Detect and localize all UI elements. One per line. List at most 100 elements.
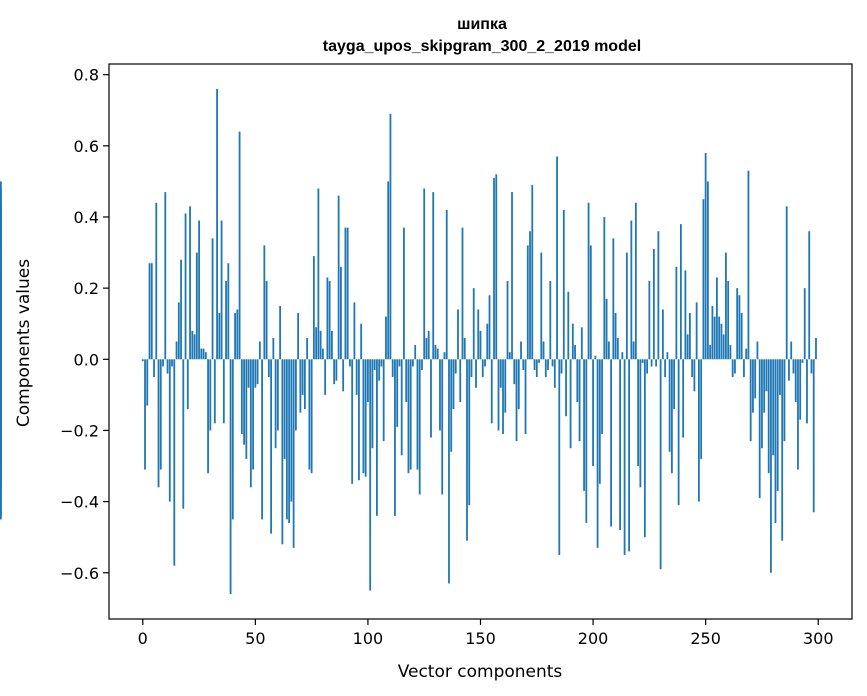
- bar: [513, 359, 516, 385]
- bar: [362, 359, 365, 474]
- bar: [763, 359, 766, 413]
- bar: [594, 355, 597, 360]
- bar: [229, 359, 232, 595]
- x-tick-label: 200: [578, 629, 609, 648]
- bar: [249, 359, 252, 488]
- y-tick-label: 0.6: [74, 137, 99, 156]
- bar: [470, 359, 473, 378]
- bar: [238, 131, 241, 360]
- bar: [342, 359, 345, 392]
- bar: [560, 359, 563, 374]
- bar: [387, 181, 390, 360]
- bar: [376, 359, 378, 516]
- bar: [175, 341, 178, 360]
- bar: [707, 181, 709, 360]
- bar: [623, 359, 626, 555]
- bar: [682, 359, 685, 438]
- bar: [567, 291, 570, 360]
- x-axis-label: Vector components: [398, 662, 563, 682]
- bar: [427, 330, 430, 360]
- bar: [632, 341, 635, 360]
- bar: [693, 359, 696, 392]
- y-axis-ticks: −0.6 −0.4 −0.2 0.0 0.2 0.4 0.6 0.8: [60, 66, 109, 583]
- bar: [436, 348, 439, 360]
- bar: [351, 359, 354, 484]
- bar: [234, 313, 236, 360]
- bar: [783, 359, 786, 442]
- bar: [416, 359, 419, 470]
- bar: [679, 224, 682, 360]
- bar: [218, 313, 221, 360]
- bar: [405, 359, 408, 402]
- bar: [616, 337, 619, 360]
- bar: [403, 227, 405, 360]
- bar: [400, 359, 403, 456]
- bar: [326, 277, 329, 360]
- bar: [734, 359, 736, 374]
- bar: [574, 345, 576, 360]
- bar: [578, 359, 581, 442]
- bar: [743, 359, 745, 378]
- bar: [373, 359, 376, 370]
- bar: [758, 359, 761, 499]
- y-tick-label: −0.2: [60, 421, 99, 440]
- bar: [274, 359, 277, 449]
- bar: [468, 359, 471, 506]
- bar: [747, 170, 750, 360]
- bar: [204, 352, 207, 360]
- bar: [542, 341, 545, 360]
- bar: [486, 323, 489, 360]
- bar: [0, 202, 2, 360]
- bar: [643, 359, 646, 538]
- bar: [790, 341, 793, 360]
- bar: [312, 256, 315, 360]
- bar: [695, 302, 698, 360]
- bar: [162, 359, 164, 367]
- bar: [729, 345, 732, 360]
- bar: [380, 359, 383, 367]
- bar: [754, 359, 757, 399]
- bar: [583, 359, 585, 491]
- bar: [587, 202, 590, 360]
- x-tick-label: 150: [465, 629, 496, 648]
- bar: [774, 359, 777, 523]
- bar: [801, 359, 804, 363]
- bar: [745, 348, 748, 360]
- bar: [522, 359, 525, 370]
- bar: [598, 359, 601, 484]
- bar: [767, 359, 770, 474]
- bar: [153, 359, 155, 378]
- bar: [360, 323, 363, 360]
- bar: [585, 359, 588, 523]
- bar: [315, 327, 318, 360]
- bar: [700, 359, 703, 459]
- bar: [526, 245, 529, 360]
- bar: [691, 359, 694, 378]
- bar: [576, 359, 579, 402]
- bar: [317, 188, 320, 360]
- bar: [761, 359, 763, 449]
- bar: [788, 359, 790, 381]
- bar: [670, 359, 673, 474]
- bar: [517, 359, 520, 410]
- bar: [713, 316, 716, 360]
- bar: [648, 281, 651, 360]
- bar: [664, 359, 667, 378]
- bar: [349, 359, 351, 367]
- bar: [497, 359, 500, 431]
- bar: [657, 231, 660, 360]
- bar: [367, 359, 369, 402]
- bar: [195, 252, 198, 360]
- bar: [477, 309, 480, 360]
- bar: [272, 337, 275, 360]
- bar: [499, 359, 502, 388]
- bar: [391, 359, 394, 378]
- bar: [630, 220, 633, 360]
- bar: [634, 202, 637, 360]
- bar: [484, 359, 486, 367]
- bar: [227, 263, 230, 360]
- bar: [256, 359, 259, 385]
- bar: [378, 359, 381, 381]
- bar: [571, 323, 574, 360]
- bar: [472, 288, 475, 360]
